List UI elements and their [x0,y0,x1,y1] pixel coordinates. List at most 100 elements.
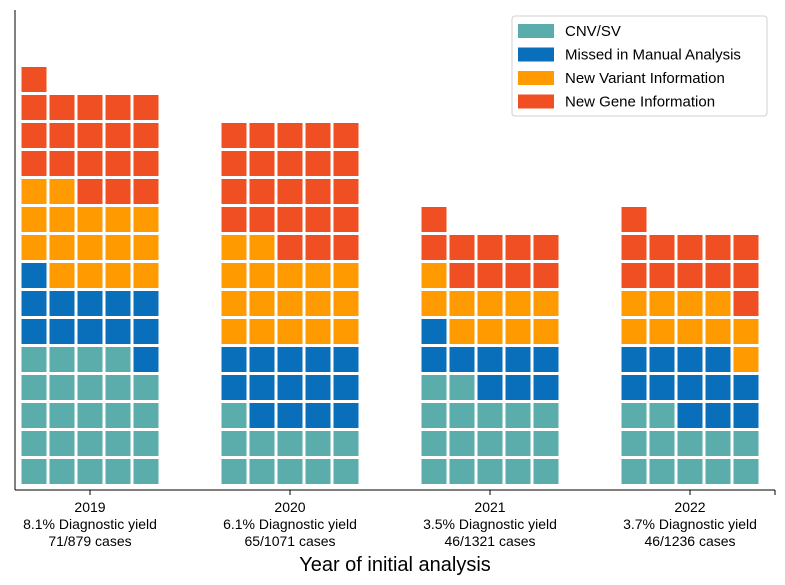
waffle-cell-2019-series-0 [49,459,75,484]
waffle-cell-2019-series-0 [77,347,103,372]
waffle-cell-2020-series-3 [221,207,247,232]
waffle-cell-2020-series-1 [277,347,303,372]
waffle-cell-2019-series-2 [49,179,75,204]
waffle-cell-2021-series-1 [421,347,447,372]
waffle-cell-2020-series-3 [277,235,303,260]
waffle-cell-2021-series-0 [533,403,559,428]
waffle-cell-2019-series-1 [105,319,131,344]
waffle-cell-2019-series-3 [133,179,159,204]
waffle-cell-2020-series-1 [249,403,275,428]
waffle-cell-2019-series-1 [49,291,75,316]
waffle-cell-2019-series-0 [77,403,103,428]
waffle-cell-2020-series-2 [277,263,303,288]
waffle-cell-2020-series-3 [249,179,275,204]
waffle-cell-2022-series-1 [621,375,647,400]
waffle-cell-2021-series-3 [505,263,531,288]
x-tick-label-2020: 2020 6.1% Diagnostic yield 65/1071 cases [223,499,357,549]
waffle-cell-2020-series-3 [305,207,331,232]
waffle-cell-2019-series-2 [105,235,131,260]
waffle-cell-2020-series-3 [249,207,275,232]
waffle-cell-2020-series-1 [277,375,303,400]
waffle-cell-2020-series-0 [249,431,275,456]
waffle-cell-2021-series-1 [533,375,559,400]
waffle-cell-2020-series-0 [277,431,303,456]
waffle-cell-2020-series-3 [333,179,359,204]
waffle-cell-2022-series-3 [649,235,675,260]
waffle-cell-2020-series-1 [249,375,275,400]
waffle-cell-2022-series-0 [677,431,703,456]
waffle-cell-2019-series-2 [133,207,159,232]
x-tick-yield: 8.1% Diagnostic yield [23,516,157,532]
waffle-cell-2019-series-1 [77,319,103,344]
waffle-cell-2020-series-0 [333,431,359,456]
waffle-cell-2022-series-0 [677,459,703,484]
waffle-cell-2020-series-3 [305,123,331,148]
waffle-cell-2022-series-2 [733,319,759,344]
waffle-cell-2019-series-3 [133,123,159,148]
waffle-cell-2021-series-1 [505,347,531,372]
waffle-cell-2021-series-3 [533,263,559,288]
waffle-cell-2020-series-1 [221,375,247,400]
waffle-cell-2020-series-3 [249,123,275,148]
waffle-cell-2019-series-2 [77,263,103,288]
waffle-cell-2020-series-3 [333,151,359,176]
waffle-cell-2021-series-1 [421,319,447,344]
waffle-cell-2022-series-2 [621,319,647,344]
waffle-cell-2019-series-2 [133,263,159,288]
waffle-cell-2020-series-2 [333,263,359,288]
waffle-cell-2019-series-2 [105,207,131,232]
waffle-cell-2020-series-2 [333,319,359,344]
waffle-cell-2021-series-0 [477,403,503,428]
waffle-cell-2021-series-2 [505,319,531,344]
waffle-cell-2019-series-0 [105,403,131,428]
waffle-cell-2022-series-2 [649,319,675,344]
x-tick-year: 2020 [274,499,305,515]
waffle-cell-2019-series-0 [105,459,131,484]
legend-swatch [518,71,554,85]
waffle-cell-2019-series-3 [77,151,103,176]
x-tick-yield: 3.7% Diagnostic yield [623,516,757,532]
waffle-cell-2020-series-3 [221,151,247,176]
waffle-cell-2021-series-0 [505,431,531,456]
waffle-cell-2019-series-2 [49,235,75,260]
waffle-cell-2021-series-2 [477,319,503,344]
waffle-cell-2022-series-3 [705,235,731,260]
waffle-cell-2021-series-3 [449,263,475,288]
waffle-cell-2021-series-1 [477,375,503,400]
waffle-cell-2020-series-0 [333,459,359,484]
waffle-cell-2019-series-1 [133,347,159,372]
waffle-cell-2019-series-3 [105,151,131,176]
waffle-cell-2021-series-3 [421,207,447,232]
legend-label: New Variant Information [565,70,725,87]
waffle-cell-2020-series-3 [221,179,247,204]
waffle-cell-2022-series-1 [649,375,675,400]
waffle-cell-2019-series-3 [105,123,131,148]
waffle-cell-2020-series-2 [221,235,247,260]
waffle-cell-2019-series-0 [49,347,75,372]
waffle-cell-2020-series-0 [305,431,331,456]
waffle-cell-2021-series-0 [421,403,447,428]
waffle-cell-2019-series-3 [21,67,47,92]
waffle-cell-2022-series-1 [677,403,703,428]
waffle-cell-2020-series-2 [277,291,303,316]
waffle-cell-2022-series-1 [705,375,731,400]
waffle-cell-2019-series-1 [133,291,159,316]
waffle-cell-2022-series-2 [677,319,703,344]
waffle-cells [21,67,759,484]
waffle-cell-2021-series-0 [449,403,475,428]
waffle-cell-2022-series-0 [649,459,675,484]
legend-label: New Gene Information [565,94,715,111]
waffle-cell-2021-series-3 [449,235,475,260]
waffle-cell-2021-series-0 [421,459,447,484]
waffle-cell-2022-series-3 [733,263,759,288]
waffle-cell-2021-series-1 [505,375,531,400]
waffle-cell-2022-series-1 [733,403,759,428]
waffle-cell-2019-series-1 [21,291,47,316]
x-tick-cases: 46/1321 cases [444,533,535,549]
waffle-cell-2019-series-1 [21,263,47,288]
waffle-cell-2019-series-1 [77,291,103,316]
waffle-cell-2019-series-3 [105,95,131,120]
waffle-cell-2019-series-0 [21,375,47,400]
waffle-cell-2022-series-2 [705,319,731,344]
